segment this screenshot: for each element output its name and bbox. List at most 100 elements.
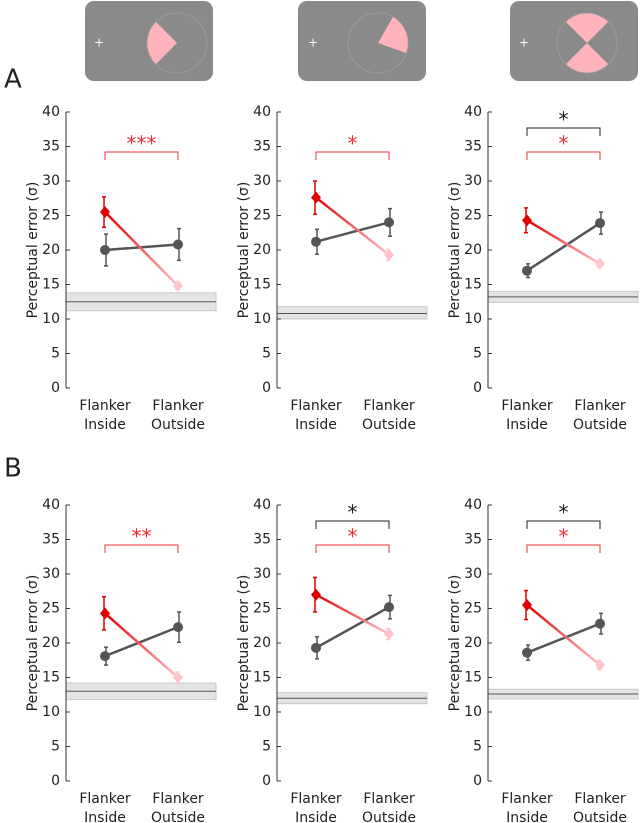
- y-tick-label: 20: [464, 242, 482, 258]
- y-tick-label: 15: [42, 277, 60, 293]
- x-tick-label: Outside: [151, 417, 205, 433]
- series-line: [315, 196, 390, 256]
- series-line: [315, 606, 390, 649]
- y-tick-label: 25: [464, 601, 482, 617]
- x-tick-label: Outside: [362, 417, 416, 433]
- data-point: [100, 607, 110, 620]
- y-tick-label: 15: [464, 670, 482, 686]
- y-tick-label: 30: [464, 173, 482, 189]
- series-line: [526, 219, 601, 265]
- y-tick-label: 40: [42, 497, 60, 513]
- y-tick-label: 0: [51, 773, 60, 789]
- y-tick-label: 30: [42, 173, 60, 189]
- y-axis-label: Perceptual error (σ): [447, 182, 463, 319]
- data-point: [173, 671, 183, 684]
- y-tick-label: 5: [473, 346, 482, 362]
- x-tick-label: Flanker: [501, 398, 553, 414]
- data-point: [100, 651, 110, 662]
- x-tick-label: Outside: [362, 810, 416, 823]
- stimulus-icons: + + +: [85, 1, 638, 81]
- x-tick-label: Inside: [84, 810, 126, 823]
- y-tick-label: 15: [253, 670, 271, 686]
- series-line: [315, 593, 390, 636]
- y-tick-label: 10: [464, 311, 482, 327]
- significance-bracket: [315, 544, 390, 553]
- y-tick-label: 0: [473, 773, 482, 789]
- y-tick-label: 35: [42, 139, 60, 155]
- data-point: [522, 214, 532, 227]
- svg-text:+: +: [519, 36, 529, 50]
- significance-bracket: [315, 520, 390, 529]
- x-tick-label: Flanker: [363, 791, 415, 807]
- data-point: [384, 628, 394, 641]
- y-tick-label: 0: [473, 380, 482, 396]
- y-tick-label: 30: [253, 173, 271, 189]
- y-tick-label: 20: [253, 242, 271, 258]
- y-tick-label: 40: [464, 497, 482, 513]
- significance-label: *: [559, 132, 569, 156]
- data-point: [522, 647, 532, 658]
- data-point: [100, 245, 110, 255]
- data-point: [100, 206, 110, 219]
- y-tick-label: 30: [464, 566, 482, 582]
- svg-text:+: +: [94, 36, 104, 50]
- x-tick-label: Inside: [84, 417, 126, 433]
- significance-bracket: [104, 544, 179, 553]
- significance-label: *: [559, 108, 569, 132]
- y-tick-label: 15: [42, 670, 60, 686]
- y-tick-label: 10: [464, 704, 482, 720]
- x-tick-label: Flanker: [79, 791, 131, 807]
- y-tick-label: 40: [253, 497, 271, 513]
- stimulus-icon: +: [510, 1, 638, 81]
- data-point: [173, 279, 183, 292]
- y-tick-label: 25: [253, 208, 271, 224]
- data-point: [384, 602, 394, 613]
- y-tick-label: 40: [464, 104, 482, 120]
- data-point: [595, 218, 605, 229]
- x-tick-label: Flanker: [152, 791, 204, 807]
- significance-bracket: [315, 151, 390, 160]
- x-tick-label: Inside: [506, 417, 548, 433]
- series-line: [104, 625, 179, 658]
- data-point: [311, 642, 321, 653]
- significance-label: *: [348, 501, 358, 525]
- y-tick-label: 25: [42, 208, 60, 224]
- data-point: [595, 257, 605, 270]
- x-tick-label: Flanker: [152, 398, 204, 414]
- x-tick-label: Flanker: [501, 791, 553, 807]
- x-tick-label: Flanker: [290, 791, 342, 807]
- y-tick-label: 15: [464, 277, 482, 293]
- data-point: [522, 599, 532, 612]
- series-line: [104, 211, 179, 287]
- baseline-band: [276, 306, 428, 320]
- y-tick-label: 20: [253, 635, 271, 651]
- y-tick-label: 10: [253, 311, 271, 327]
- series-line: [526, 222, 601, 272]
- y-tick-label: 10: [253, 704, 271, 720]
- y-tick-label: 0: [262, 773, 271, 789]
- significance-bracket: [526, 544, 601, 553]
- y-tick-label: 5: [262, 739, 271, 755]
- y-tick-label: 35: [42, 532, 60, 548]
- y-tick-label: 5: [473, 739, 482, 755]
- panel-label: A: [4, 65, 22, 95]
- y-tick-label: 5: [51, 739, 60, 755]
- y-tick-label: 20: [464, 635, 482, 651]
- significance-bracket: [104, 151, 179, 160]
- significance-bracket: [526, 127, 601, 136]
- y-tick-label: 30: [42, 566, 60, 582]
- y-tick-label: 15: [253, 277, 271, 293]
- series-line: [104, 612, 179, 679]
- y-tick-label: 35: [253, 139, 271, 155]
- y-tick-label: 35: [253, 532, 271, 548]
- y-tick-label: 5: [262, 346, 271, 362]
- data-point: [173, 239, 183, 250]
- x-tick-label: Outside: [573, 417, 627, 433]
- x-tick-label: Inside: [295, 810, 337, 823]
- significance-label: ***: [127, 132, 157, 156]
- y-tick-label: 40: [42, 104, 60, 120]
- x-tick-label: Outside: [573, 810, 627, 823]
- data-point: [311, 236, 321, 247]
- significance-bracket: [526, 151, 601, 160]
